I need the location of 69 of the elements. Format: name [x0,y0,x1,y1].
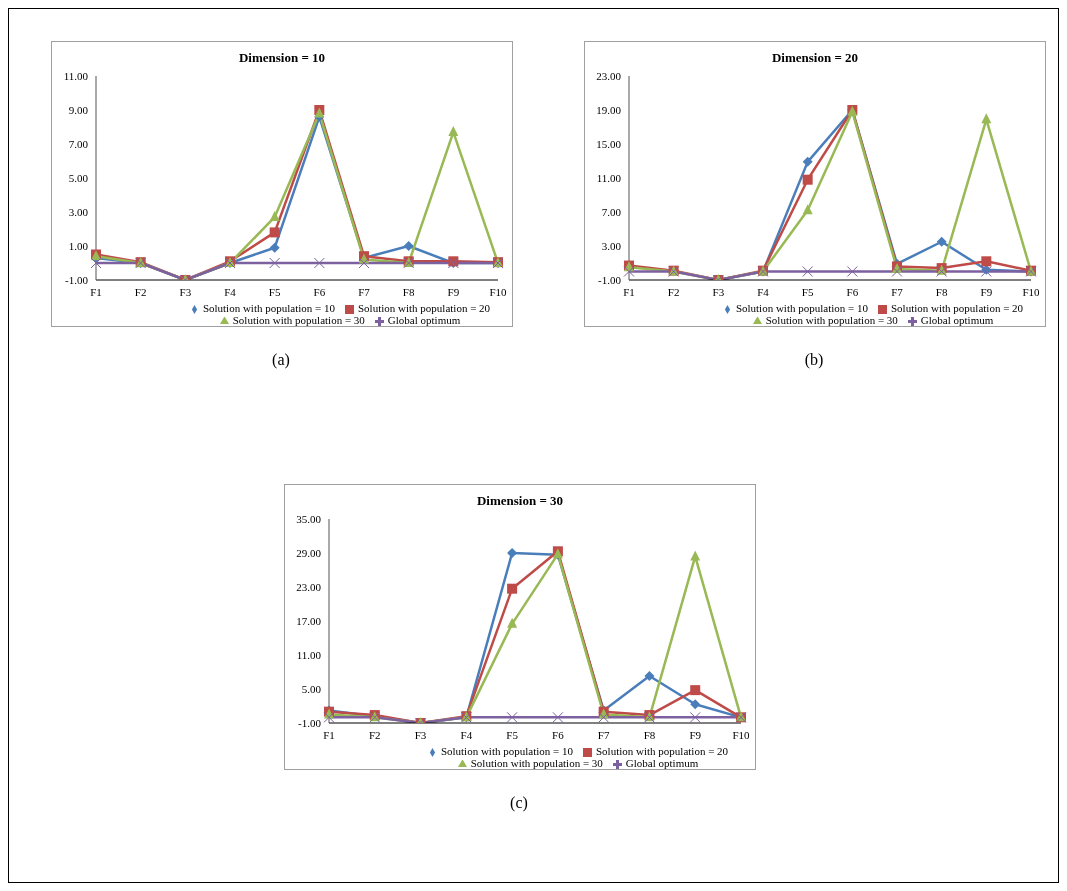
x-tick-label: F3 [712,285,725,298]
y-tick-label: 3.00 [601,239,622,252]
y-tick-label: 7.00 [601,205,622,218]
x-tick-label: F5 [801,285,814,298]
legend-label: Global optimum [387,314,461,326]
text: (b) [803,351,825,369]
x-tick-label: F6 [552,728,565,741]
x-tick-label: F3 [179,285,192,298]
x-tick-label: F6 [313,285,326,298]
legend-label: Solution with population = 10 [735,302,868,314]
y-tick-label: 9.00 [68,103,89,116]
legend-label: Solution with population = 20 [891,302,1024,314]
x-tick-label: F2 [134,285,147,298]
x-tick-label: F4 [224,285,237,298]
x-tick-label: F1 [90,285,102,298]
legend-label: Solution with population = 10 [202,302,335,314]
x-tick-label: F10 [732,728,751,741]
y-tick-label: 11.00 [596,171,622,184]
legend-label: Global optimum [920,314,994,326]
x-tick-label: F1 [323,728,335,741]
x-tick-label: F8 [402,285,415,298]
chart-title: Dimension = 10 [237,49,327,66]
x-tick-label: F9 [447,285,460,298]
x-tick-label: F2 [667,285,680,298]
legend-label: Solution with population = 10 [440,745,573,757]
y-tick-label: 19.00 [596,103,622,116]
y-tick-label: 11.00 [296,648,322,661]
y-tick-label: 5.00 [68,171,89,184]
y-tick-label: -1.00 [298,716,322,729]
x-tick-label: F7 [891,285,904,298]
x-tick-label: F10 [1022,285,1041,298]
legend-label: Solution with population = 30 [232,314,365,326]
y-tick-label: -1.00 [598,273,622,286]
x-tick-label: F9 [689,728,702,741]
x-tick-label: F7 [597,728,610,741]
x-tick-label: F8 [935,285,948,298]
x-tick-label: F4 [460,728,473,741]
x-tick-label: F2 [368,728,381,741]
chart-title: Dimension = 30 [475,492,565,509]
chart-title: Dimension = 20 [770,49,860,66]
x-tick-label: F5 [268,285,281,298]
x-tick-label: F4 [757,285,770,298]
y-tick-label: 35.00 [296,512,322,525]
legend-label: Solution with population = 20 [596,745,729,757]
x-tick-label: F8 [643,728,656,741]
y-tick-label: 7.00 [68,137,89,150]
y-tick-label: 17.00 [296,614,322,627]
text: (a) [271,351,291,369]
x-tick-label: F5 [506,728,519,741]
x-tick-label: F10 [489,285,508,298]
y-tick-label: 23.00 [296,580,322,593]
x-tick-label: F1 [623,285,635,298]
y-tick-label: 15.00 [596,137,622,150]
x-tick-label: F3 [414,728,427,741]
text: (c) [509,794,529,812]
y-tick-label: 5.00 [301,682,322,695]
legend-label: Solution with population = 20 [358,302,491,314]
x-tick-label: F7 [358,285,371,298]
legend-label: Global optimum [625,757,699,769]
legend-label: Solution with population = 30 [470,757,603,769]
x-tick-label: F9 [980,285,993,298]
x-tick-label: F6 [846,285,859,298]
y-tick-label: 11.00 [63,69,89,82]
y-tick-label: 29.00 [296,546,322,559]
y-tick-label: 23.00 [596,69,622,82]
y-tick-label: 3.00 [68,205,89,218]
y-tick-label: 1.00 [68,239,89,252]
y-tick-label: -1.00 [65,273,89,286]
legend-label: Solution with population = 30 [765,314,898,326]
